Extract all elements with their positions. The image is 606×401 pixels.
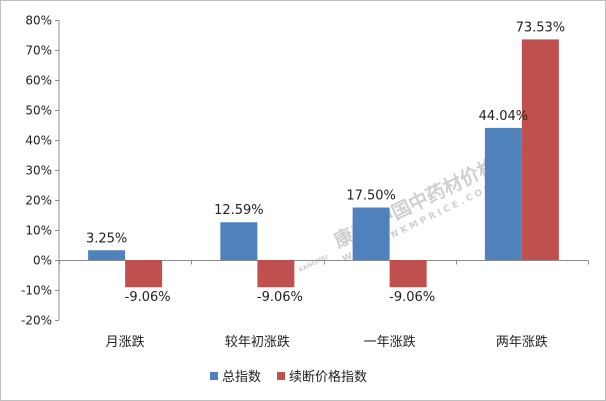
x-axis-labels: 月涨跌 较年初涨跌 一年涨跌 两年涨跌 xyxy=(106,334,548,350)
data-label: -9.06% xyxy=(257,290,303,305)
y-tick-label: 50% xyxy=(25,104,52,118)
category-label: 一年涨跌 xyxy=(364,334,416,350)
bar-xuduan-index-1 xyxy=(125,260,163,288)
data-label: 17.50% xyxy=(346,189,396,204)
y-axis: -20% -10% 0% 10% 20% 30% 40% 50% 60% 70% 80% xyxy=(21,14,59,328)
y-tick-label: 40% xyxy=(25,134,52,148)
y-tick-label: 30% xyxy=(25,164,52,178)
category-label: 月涨跌 xyxy=(106,334,145,350)
bar-total-index-3 xyxy=(352,207,390,260)
bars xyxy=(88,39,559,288)
y-tick-label: -10% xyxy=(21,284,52,298)
bar-total-index-2 xyxy=(220,222,258,260)
category-label: 两年涨跌 xyxy=(496,334,548,350)
data-labels: 3.25% 12.59% 17.50% 44.04% -9.06% -9.06% -9.06… xyxy=(86,20,565,305)
legend-label: 续断价格指数 xyxy=(289,369,367,385)
bar-xuduan-index-2 xyxy=(257,260,295,288)
y-tick-label: -20% xyxy=(21,314,52,328)
y-tick-label: 20% xyxy=(25,194,52,208)
y-tick-label: 60% xyxy=(25,74,52,88)
bar-total-index-4 xyxy=(484,127,522,260)
y-tick-label: 10% xyxy=(25,224,52,238)
data-label: 12.59% xyxy=(214,203,264,218)
bar-xuduan-index-4 xyxy=(521,39,559,260)
y-tick-label: 80% xyxy=(25,14,52,28)
legend: 总指数 续断价格指数 xyxy=(210,369,367,385)
data-label: 3.25% xyxy=(86,231,127,246)
data-label: -9.06% xyxy=(125,290,171,305)
bar-xuduan-index-3 xyxy=(389,260,427,288)
data-label: 73.53% xyxy=(516,20,566,35)
legend-swatch xyxy=(210,372,218,380)
data-label: 44.04% xyxy=(479,109,529,124)
y-tick-label: 0% xyxy=(33,254,52,268)
category-label: 较年初涨跌 xyxy=(225,334,290,350)
legend-label: 总指数 xyxy=(222,370,261,385)
y-tick-label: 70% xyxy=(25,44,52,58)
legend-swatch xyxy=(277,372,285,380)
bar-total-index-1 xyxy=(88,250,126,260)
data-label: -9.06% xyxy=(389,290,435,305)
